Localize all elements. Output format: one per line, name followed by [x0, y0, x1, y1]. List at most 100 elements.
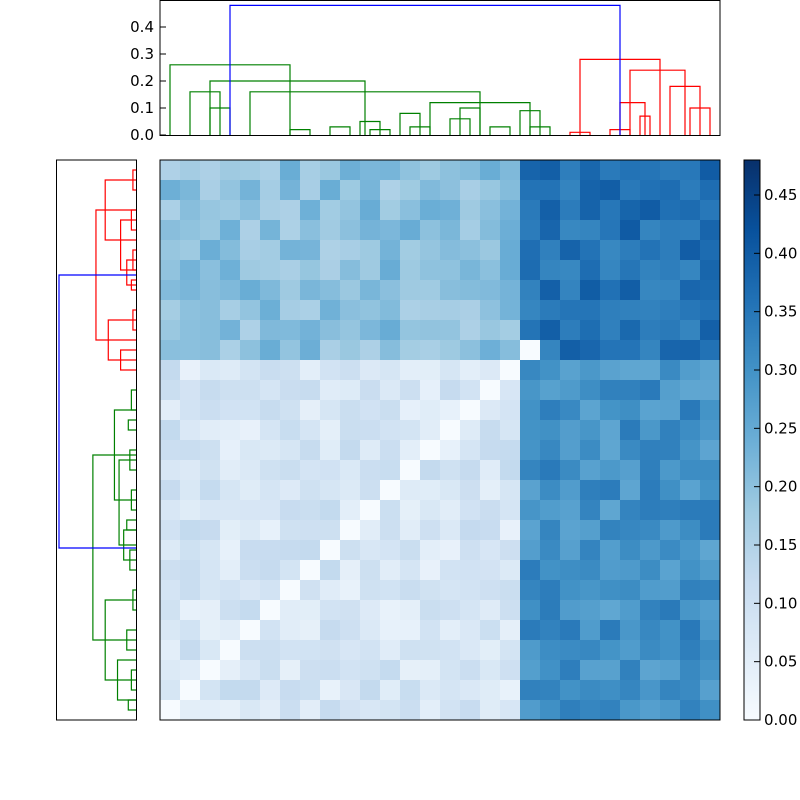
heatmap-cell	[200, 160, 221, 181]
heatmap-cell	[660, 480, 681, 501]
heatmap-cell	[320, 680, 341, 701]
heatmap-cell	[440, 640, 461, 661]
heatmap-cell	[200, 440, 221, 461]
heatmap-cell	[620, 360, 641, 381]
heatmap-cell	[660, 300, 681, 321]
heatmap-cell	[560, 220, 581, 241]
heatmap-cell	[300, 640, 321, 661]
heatmap-cell	[680, 260, 701, 281]
heatmap-cell	[280, 460, 301, 481]
heatmap-cell	[500, 220, 521, 241]
heatmap-cell	[480, 620, 501, 641]
heatmap-cell	[520, 580, 541, 601]
heatmap-cell	[460, 640, 481, 661]
heatmap-cell	[520, 520, 541, 541]
heatmap-cell	[440, 300, 461, 321]
heatmap-cell	[560, 540, 581, 561]
heatmap-cell	[620, 620, 641, 641]
heatmap-cell	[440, 560, 461, 581]
heatmap-cell	[420, 260, 441, 281]
heatmap-cell	[620, 500, 641, 521]
heatmap-cell	[620, 400, 641, 421]
heatmap-cell	[240, 380, 261, 401]
heatmap-cell	[480, 240, 501, 261]
heatmap-cell	[460, 280, 481, 301]
heatmap-cell	[500, 580, 521, 601]
heatmap-cell	[180, 420, 201, 441]
heatmap-cell	[540, 680, 561, 701]
heatmap-cell	[260, 320, 281, 341]
heatmap-cell	[160, 540, 181, 561]
heatmap-cell	[340, 460, 361, 481]
heatmap-cell	[480, 360, 501, 381]
heatmap-cell	[560, 400, 581, 421]
heatmap-cell	[360, 700, 381, 721]
heatmap-cell	[400, 520, 421, 541]
heatmap-cell	[500, 340, 521, 361]
top-dendrogram-link-0	[289, 129, 311, 135]
heatmap-cell	[660, 420, 681, 441]
heatmap-cell	[420, 560, 441, 581]
heatmap-cell	[460, 480, 481, 501]
heatmap-cell	[680, 220, 701, 241]
heatmap-cell	[560, 460, 581, 481]
heatmap-cell	[640, 480, 661, 501]
heatmap-cell	[240, 500, 261, 521]
heatmap-cell	[500, 600, 521, 621]
heatmap-cell	[220, 440, 241, 461]
heatmap-cell	[240, 260, 261, 281]
heatmap-cell	[260, 240, 281, 261]
heatmap-cell	[620, 600, 641, 621]
heatmap-cell	[340, 500, 361, 521]
heatmap-cell	[240, 620, 261, 641]
heatmap-cell	[440, 480, 461, 501]
heatmap-cell	[400, 680, 421, 701]
heatmap-cell	[200, 240, 221, 261]
heatmap-cell	[540, 300, 561, 321]
heatmap-cell	[260, 480, 281, 501]
top-dendrogram-link-1	[329, 126, 351, 135]
left-dendrogram-link-12	[127, 419, 136, 431]
heatmap-cell	[160, 420, 181, 441]
heatmap-cell	[540, 200, 561, 221]
heatmap-cell	[380, 680, 401, 701]
heatmap-cell	[300, 660, 321, 681]
heatmap-cell	[460, 200, 481, 221]
heatmap-cell	[580, 220, 601, 241]
heatmap-cell	[180, 380, 201, 401]
heatmap-cell	[600, 600, 621, 621]
heatmap-cell	[280, 620, 301, 641]
heatmap-cell	[640, 220, 661, 241]
heatmap-cell	[320, 500, 341, 521]
heatmap-cell	[480, 180, 501, 201]
heatmap-cell	[620, 540, 641, 561]
heatmap-cell	[360, 500, 381, 521]
heatmap-cell	[660, 580, 681, 601]
heatmap-cell	[540, 500, 561, 521]
heatmap-cell	[380, 300, 401, 321]
heatmap-cell	[380, 340, 401, 361]
heatmap-cell	[660, 240, 681, 261]
heatmap-cell	[600, 160, 621, 181]
heatmap-cell	[360, 480, 381, 501]
heatmap-cell	[420, 160, 441, 181]
heatmap-cell	[420, 380, 441, 401]
heatmap-cell	[480, 460, 501, 481]
heatmap-cell	[200, 620, 221, 641]
heatmap-cell	[440, 600, 461, 621]
heatmap-cell	[360, 320, 381, 341]
heatmap-cell	[700, 480, 721, 501]
heatmap-cell	[700, 400, 721, 421]
heatmap-cell	[380, 200, 401, 221]
heatmap-cell	[640, 660, 661, 681]
heatmap-cell	[560, 260, 581, 281]
heatmap-cell	[180, 440, 201, 461]
heatmap-cell	[220, 200, 241, 221]
heatmap-cell	[220, 420, 241, 441]
heatmap-cell	[340, 260, 361, 281]
left-dendrogram-link-11	[130, 389, 136, 411]
heatmap-cell	[640, 260, 661, 281]
heatmap-cell	[640, 160, 661, 181]
heatmap-cell	[260, 420, 281, 441]
heatmap-cell	[540, 480, 561, 501]
